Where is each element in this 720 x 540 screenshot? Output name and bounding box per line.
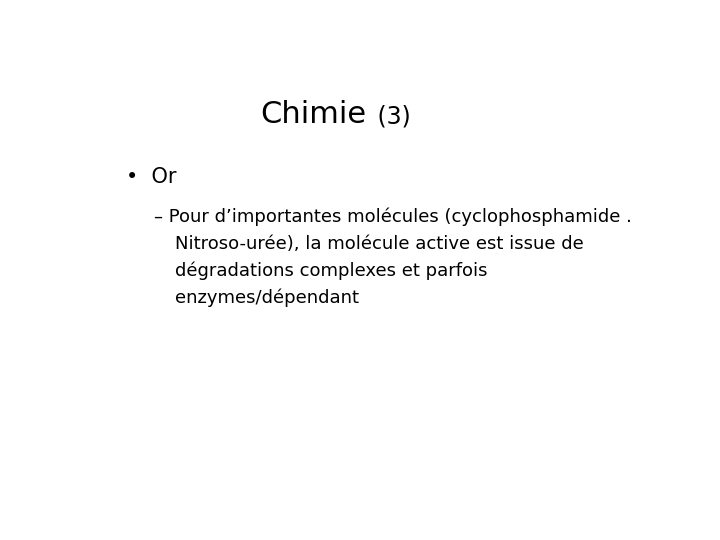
Text: Nitroso-urée), la molécule active est issue de: Nitroso-urée), la molécule active est is…: [176, 234, 584, 253]
Text: Chimie: Chimie: [260, 100, 366, 129]
Text: – Pour d’importantes molécules (cyclophosphamide .: – Pour d’importantes molécules (cyclopho…: [154, 207, 632, 226]
Text: dégradations complexes et parfois: dégradations complexes et parfois: [176, 261, 488, 280]
Text: •  Or: • Or: [126, 167, 177, 187]
Text: enzymes/dépendant: enzymes/dépendant: [176, 288, 359, 307]
Text: (3): (3): [370, 104, 411, 129]
